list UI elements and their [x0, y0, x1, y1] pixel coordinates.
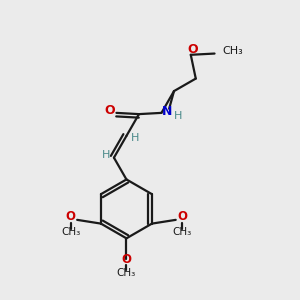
Text: CH₃: CH₃ [61, 227, 80, 237]
Text: O: O [105, 104, 115, 117]
Text: CH₃: CH₃ [117, 268, 136, 278]
Text: H: H [174, 111, 183, 121]
Text: H: H [130, 133, 139, 143]
Text: CH₃: CH₃ [223, 46, 244, 56]
Text: O: O [66, 210, 76, 224]
Text: O: O [177, 210, 187, 224]
Text: H: H [101, 150, 110, 160]
Text: N: N [162, 105, 172, 118]
Text: O: O [122, 253, 131, 266]
Text: O: O [187, 43, 198, 56]
Text: CH₃: CH₃ [172, 227, 192, 237]
